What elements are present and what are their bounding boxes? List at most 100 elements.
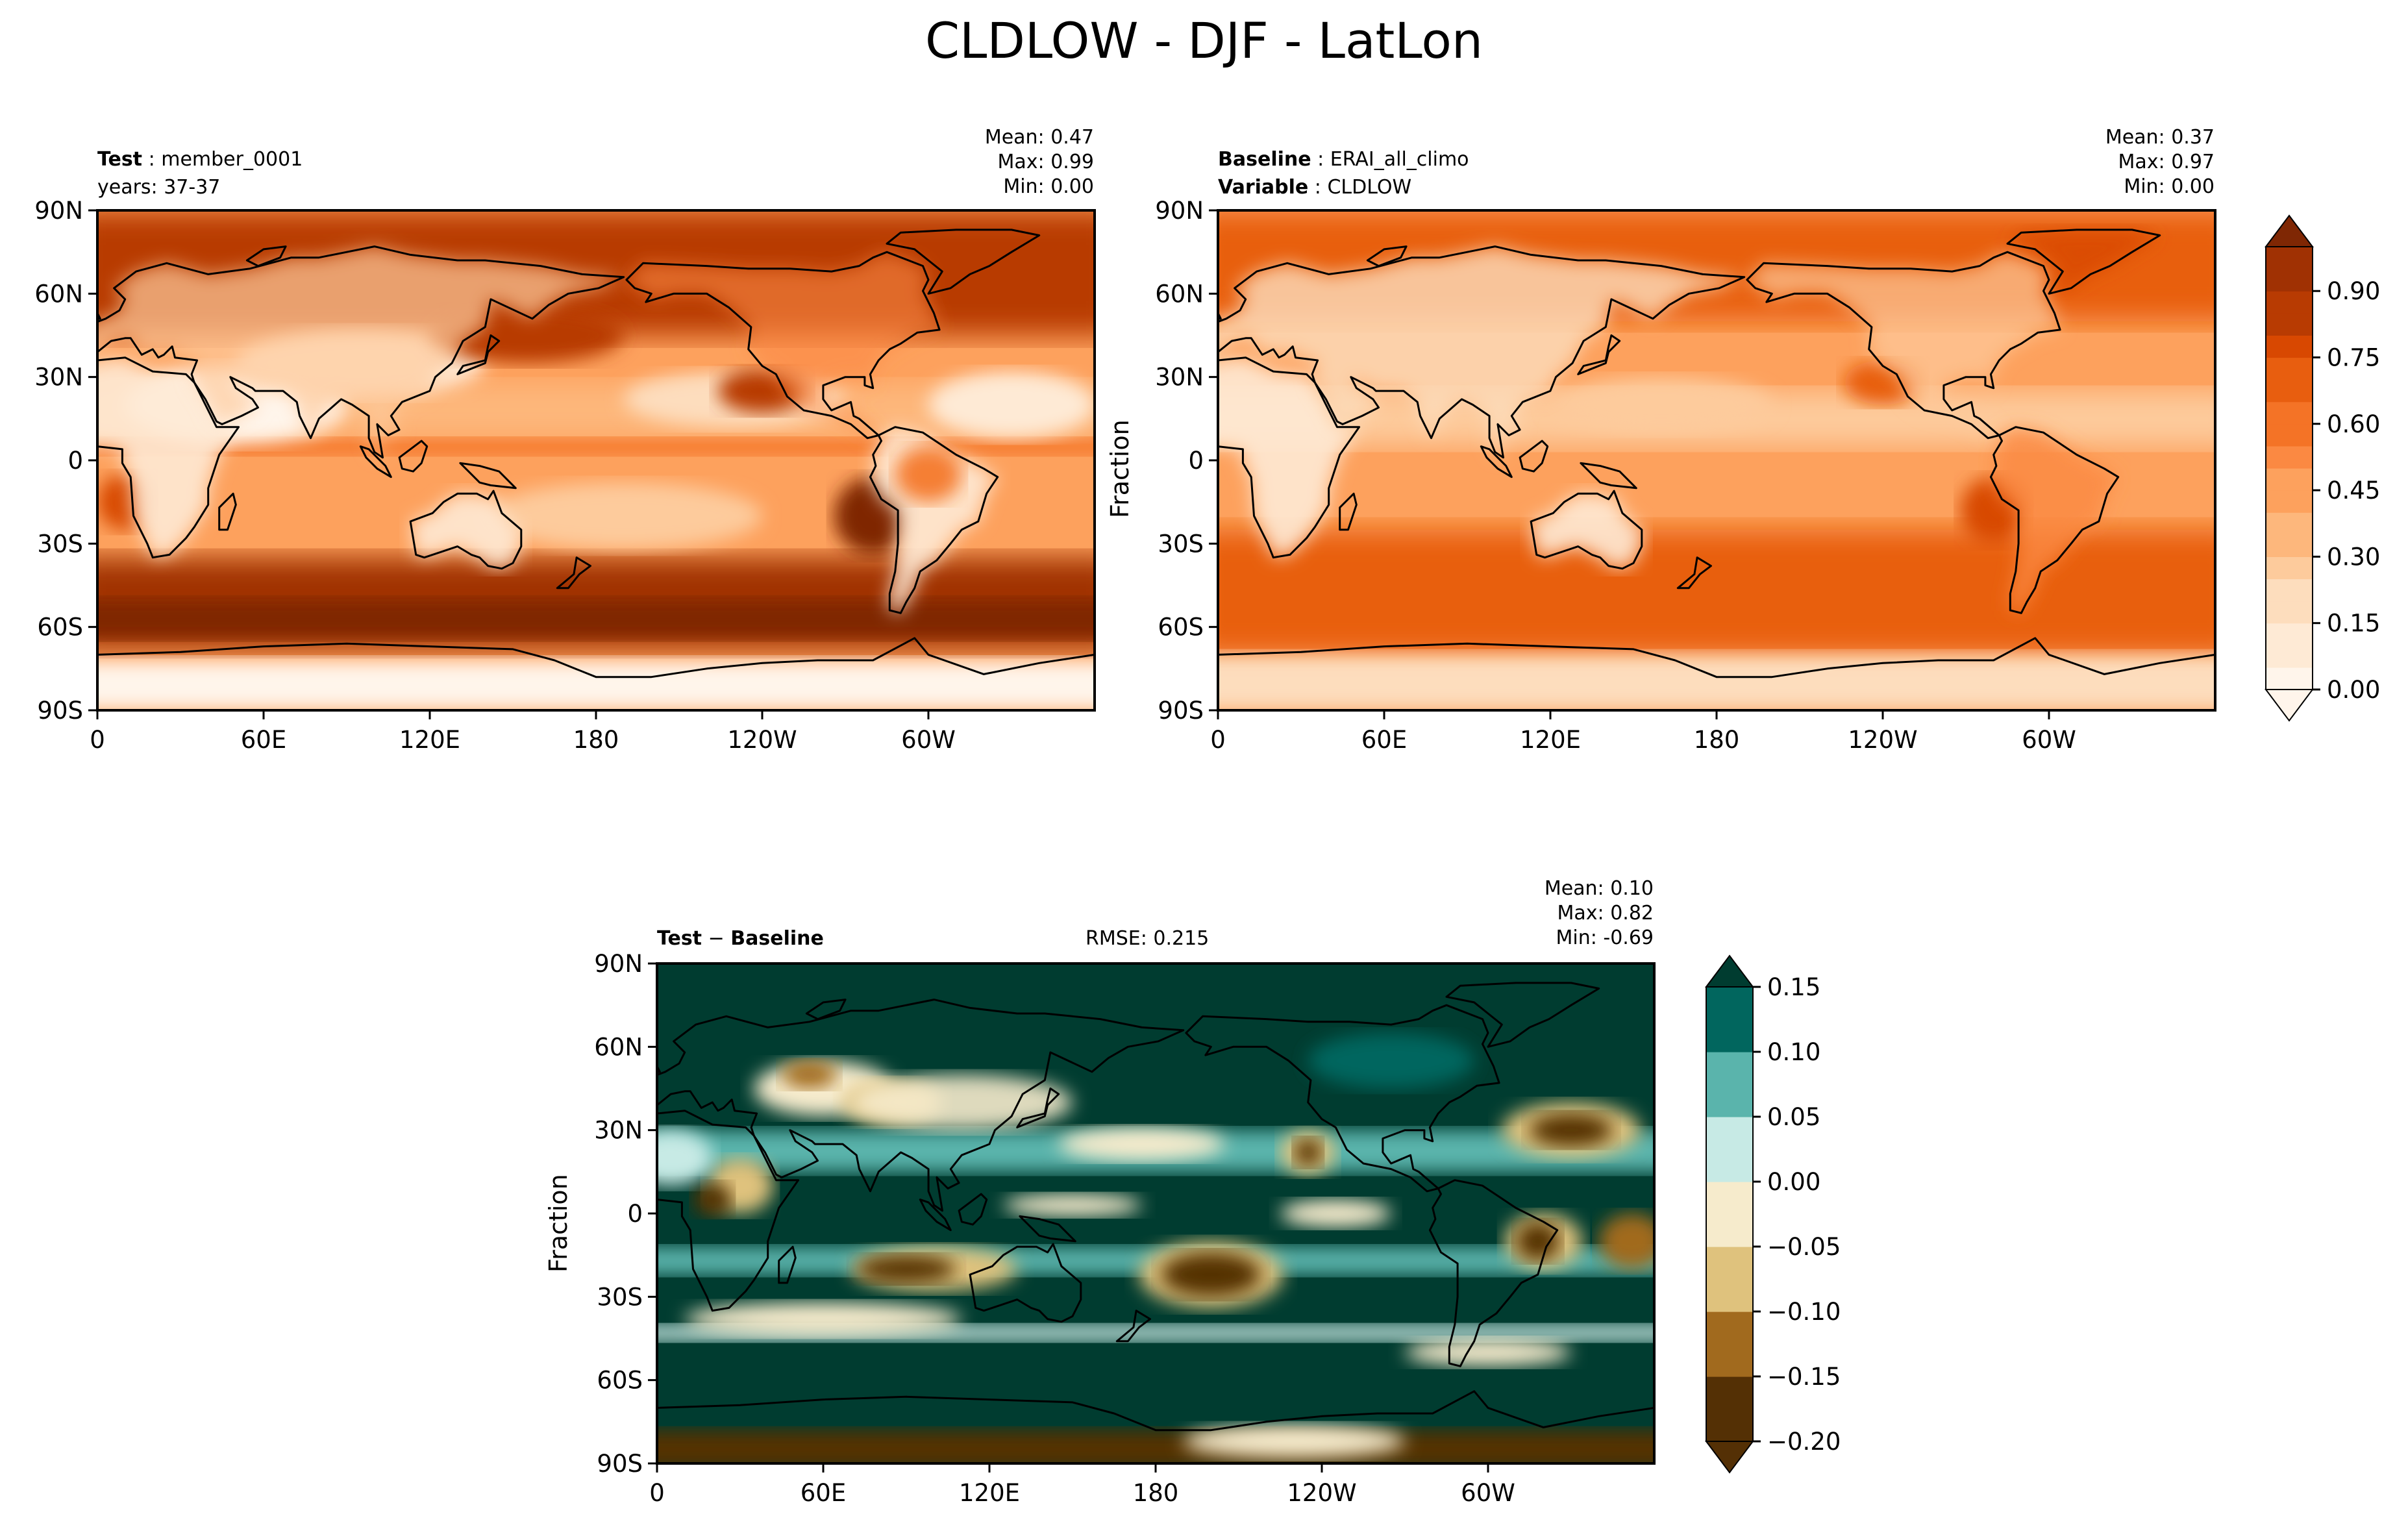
- diff-cbar-segment-2: [1706, 1247, 1753, 1312]
- y-tick-label-1-1: 60N: [1155, 280, 1204, 308]
- x-tick-label-2-0: 0: [649, 1479, 665, 1507]
- coastline-antarctica: [657, 1390, 1654, 1463]
- diff-cbar-label-5: 0.05: [1767, 1103, 1820, 1131]
- baseline-cbar-extend-bottom: [2265, 689, 2314, 722]
- baseline-cbar-label-2: 0.30: [2327, 543, 2380, 571]
- baseline-cbar-segment-15: [2266, 335, 2313, 358]
- y-tick-label-2-0: 90N: [594, 950, 643, 978]
- diff-cbar-label-7: 0.15: [1767, 973, 1820, 1001]
- baseline-cbar-label-4: 0.60: [2327, 410, 2380, 438]
- coastline-newguinea: [459, 462, 517, 490]
- diff-cbar-label-2: −0.10: [1767, 1298, 1841, 1326]
- coastline-sumatra: [1480, 445, 1513, 479]
- x-tick-label-1-0: 0: [1210, 726, 1226, 754]
- diff-label-key: Test: [657, 927, 702, 950]
- baseline-cbar-label-0: 0.00: [2327, 676, 2380, 704]
- coastline-newguinea: [1580, 462, 1637, 490]
- diff-colorbar: −0.20 −0.15 −0.10 −0.05 0.00 0.05 0.10 0.15: [1705, 954, 1841, 1474]
- baseline-mean: Mean: 0.37: [2105, 126, 2215, 149]
- baseline-cbar-segment-0: [2266, 667, 2313, 690]
- diff-cbar-segment-4: [1706, 1117, 1753, 1182]
- baseline-cbar-segment-1: [2266, 645, 2313, 668]
- coastline-greenland: [886, 229, 1041, 295]
- coastline-southamerica: [1989, 426, 2120, 614]
- x-tick-label-1-3: 180: [1694, 726, 1740, 754]
- coastline-sumatra: [359, 445, 392, 479]
- field-2: [657, 963, 1654, 1463]
- y-tick-label-2-5: 60S: [597, 1367, 643, 1395]
- coastline-arctic_isl: [805, 999, 847, 1021]
- coastline-australia: [1530, 490, 1643, 570]
- diff-map-panel: 0 60E 120E 180 120W 60W 90N 60N 30N 0 30S 60S 90S: [594, 950, 1656, 1507]
- y-tick-label-1-2: 30N: [1155, 364, 1204, 392]
- diff-min: Min: -0.69: [1556, 926, 1654, 949]
- diff-cbar-extend-top: [1705, 954, 1754, 988]
- x-tick-label-0-3: 180: [573, 726, 619, 754]
- y-tick-label-2-6: 90S: [597, 1450, 643, 1478]
- x-tick-label-0-1: 60E: [241, 726, 286, 754]
- baseline-map-panel: 0 60E 120E 180 120W 60W 90N 60N 30N 0 30S 60S 90S: [1155, 197, 2216, 754]
- x-tick-label-1-5: 60W: [2022, 726, 2076, 754]
- baseline-cbar-segment-18: [2266, 269, 2313, 292]
- y-tick-label-1-4: 30S: [1158, 530, 1204, 558]
- diff-cbar-segment-1: [1706, 1311, 1753, 1377]
- baseline-label-colon: :: [1311, 148, 1330, 171]
- field-base: [657, 963, 1654, 1463]
- baseline-cbar-frame: [2265, 246, 2313, 690]
- diff-mean: Mean: 0.10: [1544, 877, 1654, 900]
- coastline-greenland: [2006, 229, 2161, 295]
- x-tick-label-2-3: 180: [1133, 1479, 1179, 1507]
- coastline-africa: [1218, 356, 1361, 559]
- coastline-northamerica: [1185, 1004, 1500, 1193]
- baseline-variable-key: Variable: [1218, 176, 1309, 199]
- x-tick-label-2-1: 60E: [801, 1479, 846, 1507]
- baseline-max: Max: 0.97: [2118, 151, 2215, 173]
- diff-cbar-segment-6: [1706, 987, 1753, 1052]
- baseline-variable-colon: :: [1308, 176, 1328, 199]
- field-1: [1218, 210, 2215, 710]
- coastline-uk: [97, 312, 101, 321]
- coastline-arctic_isl: [245, 245, 287, 267]
- y-tick-label-0-2: 30N: [34, 364, 83, 392]
- coastline-southamerica: [869, 426, 999, 614]
- coastline-arctic_isl: [1366, 245, 1408, 267]
- baseline-cbar-label-5: 0.75: [2327, 344, 2380, 372]
- baseline-cbar-segment-7: [2266, 512, 2313, 535]
- diff-label: Test − Baseline: [657, 925, 824, 952]
- diff-stats: Mean: 0.10 Max: 0.82 Min: -0.69: [1545, 876, 1654, 951]
- diff-cbar-extend-bottom: [1705, 1441, 1754, 1474]
- coastline-japan: [456, 334, 501, 375]
- baseline-cbar-segment-14: [2266, 357, 2313, 380]
- y-tick-label-2-3: 0: [627, 1200, 643, 1228]
- coastline-japan: [1577, 334, 1621, 375]
- coastline-australia: [969, 1243, 1082, 1323]
- y-tick-label-0-1: 60N: [34, 280, 83, 308]
- test-label-value: member_0001: [161, 148, 303, 171]
- coastline-madagascar: [218, 492, 237, 531]
- coastline-borneo: [1519, 440, 1549, 473]
- coastline-uk: [1218, 312, 1222, 321]
- baseline-cbar-label-3: 0.45: [2327, 477, 2380, 504]
- x-tick-label-0-0: 0: [90, 726, 105, 754]
- coastline-greenland: [1445, 982, 1600, 1048]
- baseline-label-key: Baseline: [1218, 148, 1311, 171]
- figure-title: CLDLOW - DJF - LatLon: [925, 12, 1483, 69]
- baseline-cbar-label-6: 0.90: [2327, 277, 2380, 305]
- y-tick-label-0-3: 0: [68, 447, 83, 475]
- y-tick-label-2-2: 30N: [594, 1117, 643, 1145]
- x-tick-label-2-5: 60W: [1461, 1479, 1515, 1507]
- test-label-colon: :: [142, 148, 162, 171]
- x-tick-label-1-4: 120W: [1848, 726, 1917, 754]
- y-tick-label-2-4: 30S: [597, 1283, 643, 1311]
- y-tick-label-0-5: 60S: [37, 614, 83, 641]
- diff-max: Max: 0.82: [1557, 902, 1654, 925]
- coastline-borneo: [398, 440, 428, 473]
- diff-label-sep: −: [702, 927, 731, 950]
- coastline-japan: [1016, 1088, 1060, 1128]
- diff-cbar-segment-0: [1706, 1376, 1753, 1442]
- test-map-panel: 0 60E 120E 180 120W 60W 90N 60N 30N 0 30S 60S 90S: [34, 197, 1096, 754]
- test-stats: Mean: 0.47 Max: 0.99 Min: 0.00: [985, 125, 1094, 199]
- diff-rmse: RMSE: 0.215: [1086, 927, 1210, 950]
- coastline-australia: [409, 490, 523, 570]
- baseline-cbar-segment-6: [2266, 534, 2313, 557]
